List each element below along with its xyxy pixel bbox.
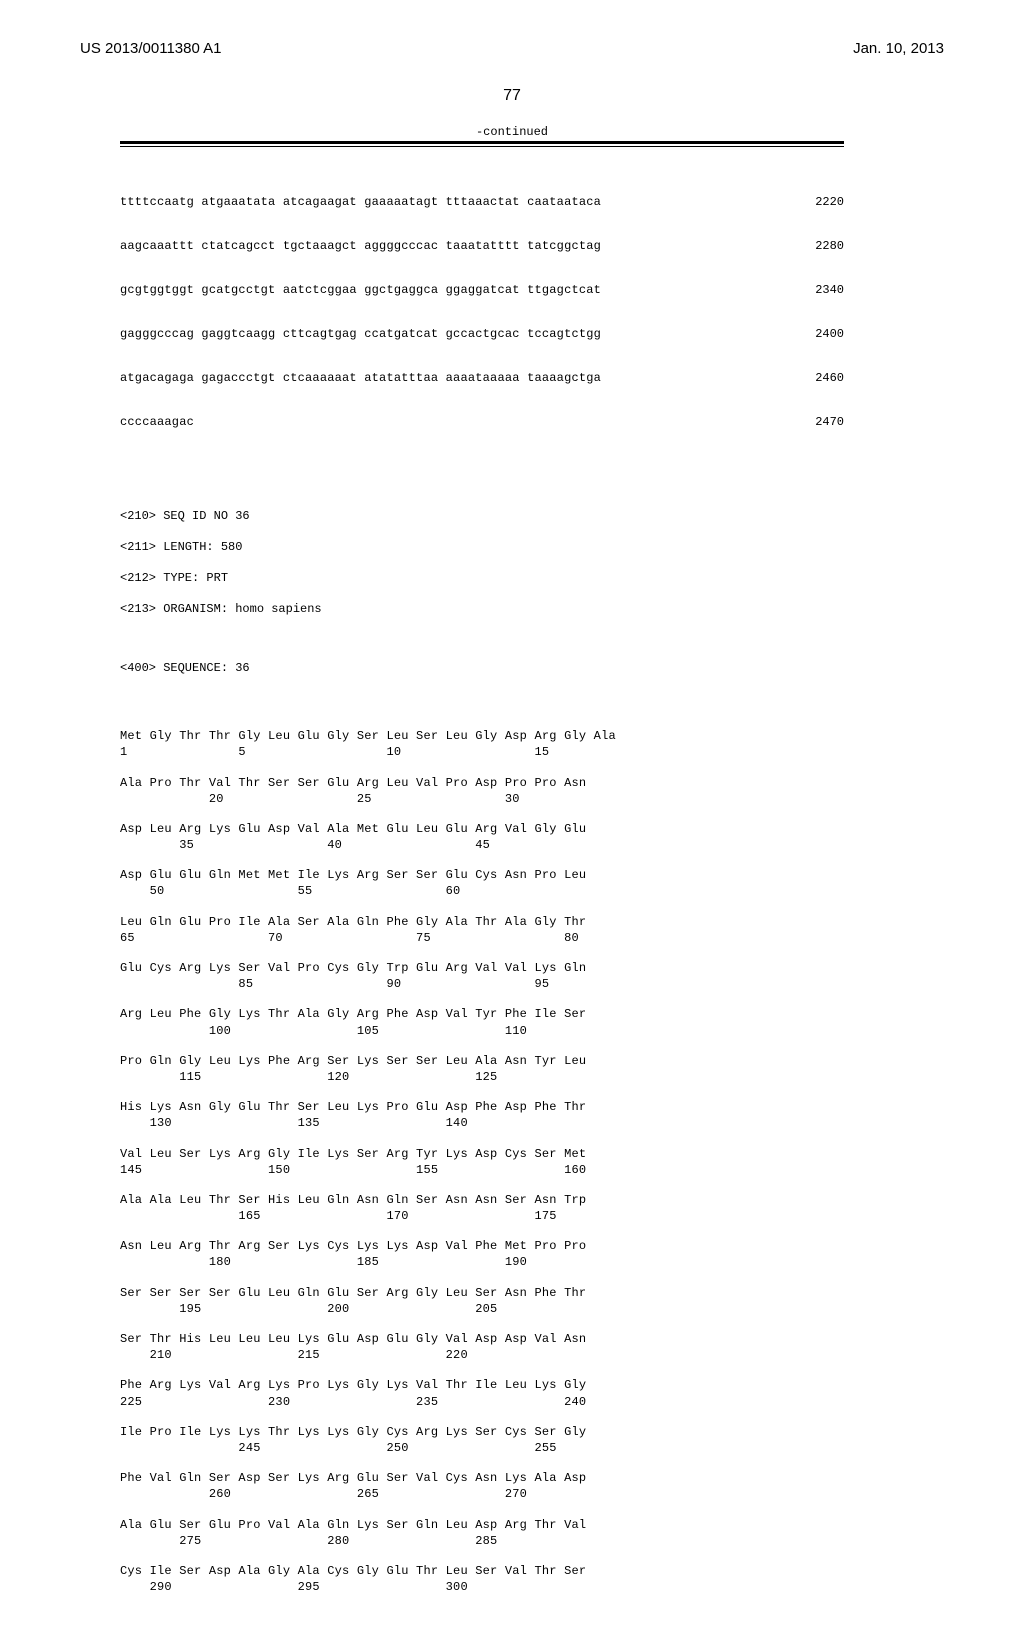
amino-acid-line: Ala Ala Leu Thr Ser His Leu Gln Asn Gln … (120, 1192, 844, 1208)
sequence-meta: <210> SEQ ID NO 36 <211> LENGTH: 580 <21… (120, 493, 844, 692)
amino-acid-line: Met Gly Thr Thr Gly Leu Glu Gly Ser Leu … (120, 728, 844, 744)
nuc-pos: 2400 (794, 325, 844, 343)
nucleotide-line: aagcaaattt ctatcagcct tgctaaagct aggggcc… (120, 237, 844, 255)
protein-block: Ala Ala Leu Thr Ser His Leu Gln Asn Gln … (120, 1192, 844, 1224)
nuc-pos: 2340 (794, 281, 844, 299)
position-line: 210 215 220 (120, 1347, 844, 1363)
publication-number: US 2013/0011380 A1 (80, 40, 222, 57)
nucleotide-line: gcgtggtggt gcatgcctgt aatctcggaa ggctgag… (120, 281, 844, 299)
nucleotide-block: ttttccaatg atgaaatata atcagaagat gaaaaat… (120, 175, 844, 457)
position-line: 130 135 140 (120, 1115, 844, 1131)
protein-block: Phe Val Gln Ser Asp Ser Lys Arg Glu Ser … (120, 1470, 844, 1502)
protein-block: Ala Pro Thr Val Thr Ser Ser Glu Arg Leu … (120, 775, 844, 807)
position-line: 180 185 190 (120, 1254, 844, 1270)
nucleotide-line: gagggcccag gaggtcaagg cttcagtgag ccatgat… (120, 325, 844, 343)
amino-acid-line: Asp Leu Arg Lys Glu Asp Val Ala Met Glu … (120, 821, 844, 837)
nucleotide-line: ttttccaatg atgaaatata atcagaagat gaaaaat… (120, 193, 844, 211)
amino-acid-line: Glu Cys Arg Lys Ser Val Pro Cys Gly Trp … (120, 960, 844, 976)
page-header: US 2013/0011380 A1 Jan. 10, 2013 (80, 40, 944, 57)
position-line: 65 70 75 80 (120, 930, 844, 946)
nuc-pos: 2280 (794, 237, 844, 255)
continued-label: -continued (80, 125, 944, 139)
amino-acid-line: Ser Thr His Leu Leu Leu Lys Glu Asp Glu … (120, 1331, 844, 1347)
protein-block: Leu Gln Glu Pro Ile Ala Ser Ala Gln Phe … (120, 914, 844, 946)
seq-organism: <213> ORGANISM: homo sapiens (120, 602, 844, 618)
page-number: 77 (80, 87, 944, 105)
position-line: 165 170 175 (120, 1208, 844, 1224)
protein-block: Ile Pro Ile Lys Lys Thr Lys Lys Gly Cys … (120, 1424, 844, 1456)
position-line: 225 230 235 240 (120, 1394, 844, 1410)
protein-block: Ala Glu Ser Glu Pro Val Ala Gln Lys Ser … (120, 1517, 844, 1549)
nuc-seq: ccccaaagac (120, 413, 194, 431)
nuc-seq: gagggcccag gaggtcaagg cttcagtgag ccatgat… (120, 325, 601, 343)
amino-acid-line: Asp Glu Glu Gln Met Met Ile Lys Arg Ser … (120, 867, 844, 883)
protein-block: Arg Leu Phe Gly Lys Thr Ala Gly Arg Phe … (120, 1006, 844, 1038)
amino-acid-line: Val Leu Ser Lys Arg Gly Ile Lys Ser Arg … (120, 1146, 844, 1162)
nucleotide-line: atgacagaga gagaccctgt ctcaaaaaat atatatt… (120, 369, 844, 387)
seq-type: <212> TYPE: PRT (120, 571, 844, 587)
position-line: 35 40 45 (120, 837, 844, 853)
protein-block: Asp Leu Arg Lys Glu Asp Val Ala Met Glu … (120, 821, 844, 853)
protein-block: Asn Leu Arg Thr Arg Ser Lys Cys Lys Lys … (120, 1238, 844, 1270)
protein-block: Val Leu Ser Lys Arg Gly Ile Lys Ser Arg … (120, 1146, 844, 1178)
position-line: 290 295 300 (120, 1579, 844, 1595)
protein-block: Ser Thr His Leu Leu Leu Lys Glu Asp Glu … (120, 1331, 844, 1363)
amino-acid-line: Leu Gln Glu Pro Ile Ala Ser Ala Gln Phe … (120, 914, 844, 930)
nuc-pos: 2460 (794, 369, 844, 387)
nucleotide-line: ccccaaagac 2470 (120, 413, 844, 431)
position-line: 245 250 255 (120, 1440, 844, 1456)
seq-id: <210> SEQ ID NO 36 (120, 509, 844, 525)
position-line: 85 90 95 (120, 976, 844, 992)
amino-acid-line: Phe Arg Lys Val Arg Lys Pro Lys Gly Lys … (120, 1377, 844, 1393)
sequence-listing: ttttccaatg atgaaatata atcagaagat gaaaaat… (80, 157, 944, 1645)
amino-acid-line: Ser Ser Ser Ser Glu Leu Gln Glu Ser Arg … (120, 1285, 844, 1301)
nuc-pos: 2220 (794, 193, 844, 211)
publication-date: Jan. 10, 2013 (853, 40, 944, 57)
amino-acid-line: Asn Leu Arg Thr Arg Ser Lys Cys Lys Lys … (120, 1238, 844, 1254)
rule-container (80, 141, 944, 147)
position-line: 275 280 285 (120, 1533, 844, 1549)
position-line: 50 55 60 (120, 883, 844, 899)
nuc-seq: aagcaaattt ctatcagcct tgctaaagct aggggcc… (120, 237, 601, 255)
amino-acid-line: Arg Leu Phe Gly Lys Thr Ala Gly Arg Phe … (120, 1006, 844, 1022)
amino-acid-line: Ile Pro Ile Lys Lys Thr Lys Lys Gly Cys … (120, 1424, 844, 1440)
protein-block: Cys Ile Ser Asp Ala Gly Ala Cys Gly Glu … (120, 1563, 844, 1595)
seq-sequence: <400> SEQUENCE: 36 (120, 661, 844, 677)
position-line: 260 265 270 (120, 1486, 844, 1502)
protein-sequence: Met Gly Thr Thr Gly Leu Glu Gly Ser Leu … (120, 728, 844, 1595)
amino-acid-line: Ala Glu Ser Glu Pro Val Ala Gln Lys Ser … (120, 1517, 844, 1533)
protein-block: Asp Glu Glu Gln Met Met Ile Lys Arg Ser … (120, 867, 844, 899)
nuc-seq: ttttccaatg atgaaatata atcagaagat gaaaaat… (120, 193, 601, 211)
protein-block: Pro Gln Gly Leu Lys Phe Arg Ser Lys Ser … (120, 1053, 844, 1085)
seq-length: <211> LENGTH: 580 (120, 540, 844, 556)
position-line: 195 200 205 (120, 1301, 844, 1317)
amino-acid-line: Pro Gln Gly Leu Lys Phe Arg Ser Lys Ser … (120, 1053, 844, 1069)
position-line: 145 150 155 160 (120, 1162, 844, 1178)
amino-acid-line: His Lys Asn Gly Glu Thr Ser Leu Lys Pro … (120, 1099, 844, 1115)
nuc-pos: 2470 (794, 413, 844, 431)
position-line: 100 105 110 (120, 1023, 844, 1039)
protein-block: Ser Ser Ser Ser Glu Leu Gln Glu Ser Arg … (120, 1285, 844, 1317)
position-line: 115 120 125 (120, 1069, 844, 1085)
patent-page: US 2013/0011380 A1 Jan. 10, 2013 77 -con… (0, 0, 1024, 1320)
amino-acid-line: Cys Ile Ser Asp Ala Gly Ala Cys Gly Glu … (120, 1563, 844, 1579)
protein-block: His Lys Asn Gly Glu Thr Ser Leu Lys Pro … (120, 1099, 844, 1131)
nuc-seq: atgacagaga gagaccctgt ctcaaaaaat atatatt… (120, 369, 601, 387)
position-line: 20 25 30 (120, 791, 844, 807)
nuc-seq: gcgtggtggt gcatgcctgt aatctcggaa ggctgag… (120, 281, 601, 299)
amino-acid-line: Ala Pro Thr Val Thr Ser Ser Glu Arg Leu … (120, 775, 844, 791)
protein-block: Glu Cys Arg Lys Ser Val Pro Cys Gly Trp … (120, 960, 844, 992)
protein-block: Met Gly Thr Thr Gly Leu Glu Gly Ser Leu … (120, 728, 844, 760)
amino-acid-line: Phe Val Gln Ser Asp Ser Lys Arg Glu Ser … (120, 1470, 844, 1486)
horizontal-rule (120, 141, 844, 147)
position-line: 1 5 10 15 (120, 744, 844, 760)
protein-block: Phe Arg Lys Val Arg Lys Pro Lys Gly Lys … (120, 1377, 844, 1409)
